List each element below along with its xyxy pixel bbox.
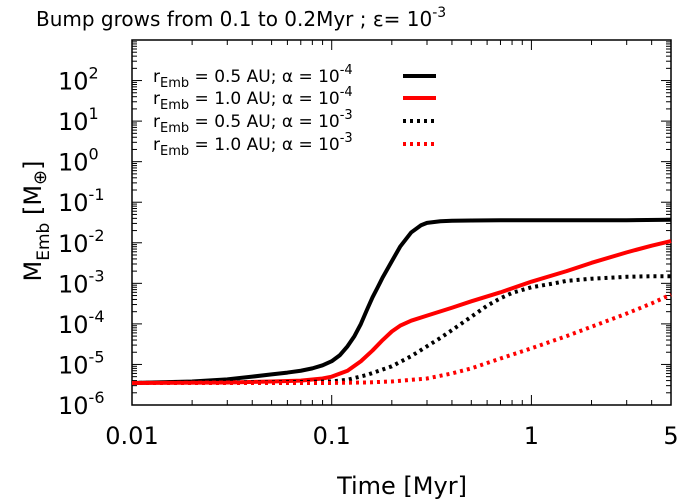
legend-label-text: = 0.5 AU; α = 10 [189, 112, 340, 132]
legend-label-sub: Emb [160, 144, 189, 159]
chart-title: Bump grows from 0.1 to 0.2Myr ; ε= 10-3 [36, 5, 446, 31]
y-label-unit-symbol: ⊕ [30, 170, 51, 185]
y-tick-label: 100 [58, 145, 99, 177]
legend-label-4: rEmb = 1.0 AU; α = 10-3 [153, 131, 353, 159]
series-line-4 [132, 292, 672, 385]
y-tick-exponent: 2 [89, 64, 99, 83]
y-axis-label: MEmb [M⊕] [19, 161, 54, 282]
y-tick-label: 10-5 [58, 347, 105, 379]
legend-label-exp: -4 [340, 63, 353, 78]
y-tick-exponent: -5 [89, 347, 105, 366]
series-layer [131, 217, 672, 385]
y-tick-label: 10-2 [58, 226, 105, 258]
series-line-3 [131, 274, 671, 385]
legend-label-text: = 1.0 AU; α = 10 [189, 89, 340, 109]
series-line-2 [131, 239, 672, 385]
x-axis-label: Time [Myr] [336, 472, 467, 500]
y-tick-base: 10 [58, 311, 89, 339]
legend-label-text: r [153, 89, 160, 109]
legend-label-text: = 0.5 AU; α = 10 [189, 67, 340, 87]
y-tick-base: 10 [58, 189, 89, 217]
y-tick-base: 10 [58, 270, 89, 298]
legend-label-1: rEmb = 0.5 AU; α = 10-4 [153, 63, 353, 91]
x-tick-label: 0.1 [313, 422, 351, 450]
legend-label-text: r [153, 112, 160, 132]
legend-label-text: = 1.0 AU; α = 10 [189, 135, 340, 155]
plot-frame [131, 39, 672, 406]
y-tick-exponent: -2 [89, 226, 105, 245]
x-tick-label: 1 [524, 422, 539, 450]
legend-label-sub: Emb [160, 76, 189, 91]
y-label-main: M [19, 261, 47, 282]
legend-label-3: rEmb = 0.5 AU; α = 10-3 [153, 108, 353, 136]
y-tick-label: 10-4 [58, 307, 105, 339]
y-tick-base: 10 [58, 149, 89, 177]
plot-border [131, 39, 672, 406]
y-tick-exponent: 1 [89, 104, 99, 123]
y-tick-exponent: -3 [89, 266, 105, 285]
series-line-1 [131, 217, 672, 385]
legend-label-2: rEmb = 1.0 AU; α = 10-4 [153, 85, 353, 113]
y-label-sub: Emb [34, 223, 54, 261]
y-tick-label: 10-3 [58, 266, 105, 298]
y-tick-base: 10 [58, 392, 89, 420]
y-tick-base: 10 [58, 230, 89, 258]
y-tick-exponent: -6 [89, 388, 105, 407]
y-label-unit: [M [19, 185, 47, 223]
x-tick-label: 5 [663, 422, 678, 450]
legend-label-text: r [153, 67, 160, 87]
y-label-unit-close: ] [19, 161, 47, 170]
y-tick-exponent: -4 [89, 307, 105, 326]
x-axis: 0.01 0.1 1 5 [105, 40, 679, 450]
legend-label-sub: Emb [160, 98, 189, 113]
title-exponent: -3 [432, 5, 446, 21]
y-tick-label: 10-1 [58, 185, 105, 217]
legend-label-text: r [153, 135, 160, 155]
y-tick-base: 10 [58, 351, 89, 379]
y-tick-exponent: -1 [89, 185, 105, 204]
legend-label-exp: -4 [340, 85, 353, 100]
y-tick-base: 10 [58, 68, 89, 96]
y-tick-label: 10-6 [58, 388, 105, 420]
x-tick-label: 0.01 [105, 422, 158, 450]
y-tick-base: 10 [58, 108, 89, 136]
y-tick-exponent: 0 [89, 145, 99, 164]
legend-label-exp: -3 [340, 131, 353, 146]
legend-label-sub: Emb [160, 121, 189, 136]
y-tick-label: 102 [58, 64, 99, 96]
title-text: Bump grows from 0.1 to 0.2Myr ; ε= 10 [36, 7, 432, 31]
legend-label-exp: -3 [340, 108, 353, 123]
y-tick-label: 101 [58, 104, 99, 136]
